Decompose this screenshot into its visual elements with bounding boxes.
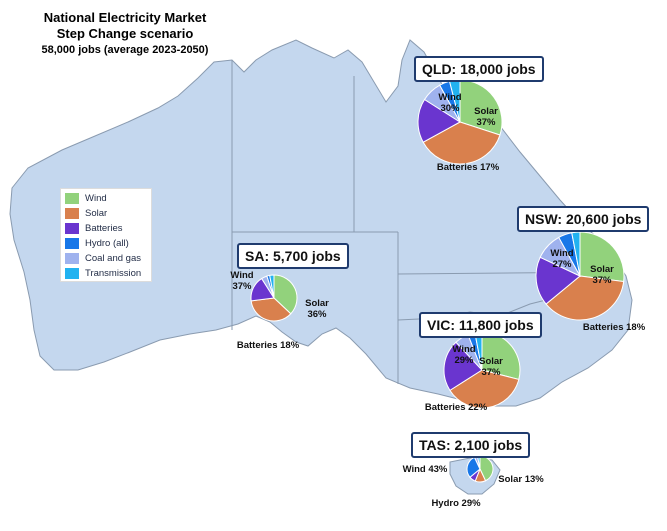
nsw-slice-solar (545, 275, 625, 321)
legend-swatch (65, 208, 79, 219)
sa-slice-solar (250, 297, 292, 322)
legend-swatch (65, 238, 79, 249)
nsw-slice-batteries (535, 256, 581, 305)
tas-label-wind: Wind 43% (402, 464, 448, 475)
legend-item-hydro: Hydro (all) (65, 236, 151, 251)
vic-label-solar: Solar 37% (479, 356, 503, 378)
tas-label-hydro-all: Hydro 29% (431, 498, 481, 509)
sa-slice-transmission (269, 274, 275, 299)
legend-item-solar: Solar (65, 206, 151, 221)
sa-label-solar: Solar 36% (305, 298, 329, 320)
legend-label: Transmission (85, 268, 142, 279)
legend-label: Hydro (all) (85, 238, 129, 249)
legend-label: Wind (85, 193, 107, 204)
legend-swatch (65, 253, 79, 264)
qld-slice-batteries (417, 98, 461, 143)
pie-charts (250, 79, 625, 483)
qld-label-solar: Solar 37% (474, 106, 498, 128)
chart-subtitle: 58,000 jobs (average 2023-2050) (41, 44, 209, 56)
legend-item-wind: Wind (65, 191, 151, 206)
vic-title: VIC: 11,800 jobs (419, 312, 542, 338)
qld-label-batteries: Batteries 17% (436, 162, 500, 173)
tas-title: TAS: 2,100 jobs (411, 432, 531, 458)
nsw-label-wind: Wind 27% (550, 248, 574, 270)
chart-header: National Electricity Market Step Change … (0, 10, 250, 58)
vic-label-batteries: Batteries 22% (424, 402, 488, 413)
qld-label-wind: Wind 30% (438, 92, 462, 114)
legend-label: Batteries (85, 223, 123, 234)
tas-label-solar: Solar 13% (498, 474, 544, 485)
sa-title: SA: 5,700 jobs (237, 243, 349, 269)
sa-label-batteries: Batteries 18% (236, 340, 300, 351)
chart-title-line1: National Electricity Market (43, 10, 207, 25)
sa-label-wind: Wind 37% (230, 270, 254, 292)
legend-item-transmission: Transmission (65, 266, 151, 281)
nsw-slice-transmission (571, 231, 581, 277)
qld-title: QLD: 18,000 jobs (414, 56, 544, 82)
legend: Wind Solar Batteries Hydro (all) Coal an… (60, 188, 152, 282)
legend-swatch (65, 193, 79, 204)
nsw-slice-wind (579, 231, 625, 283)
legend-swatch (65, 223, 79, 234)
legend-label: Coal and gas (85, 253, 141, 264)
chart-title-line2: Step Change scenario (56, 26, 194, 41)
sa-slice-wind (273, 274, 298, 315)
nsw-label-solar: Solar 37% (590, 264, 614, 286)
legend-item-batteries: Batteries (65, 221, 151, 236)
legend-swatch (65, 268, 79, 279)
nsw-label-batteries: Batteries 18% (582, 322, 646, 333)
nsw-title: NSW: 20,600 jobs (517, 206, 650, 232)
qld-slice-solar (422, 121, 501, 165)
vic-slice-batteries (443, 341, 483, 392)
vic-label-wind: Wind 29% (452, 344, 476, 366)
legend-item-coal-gas: Coal and gas (65, 251, 151, 266)
legend-label: Solar (85, 208, 108, 219)
